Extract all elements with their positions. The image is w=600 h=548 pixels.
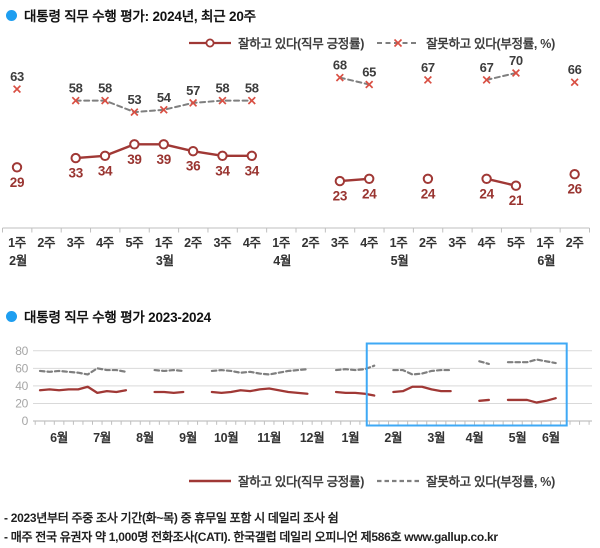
svg-text:9월: 9월 — [179, 430, 197, 445]
svg-text:70: 70 — [509, 55, 523, 68]
svg-text:2주: 2주 — [302, 236, 321, 250]
svg-text:1주: 1주 — [536, 236, 555, 250]
svg-text:34: 34 — [98, 163, 113, 178]
bullet-icon — [6, 9, 17, 21]
svg-text:1주: 1주 — [155, 236, 174, 250]
legend-positive-label: 잘하고 있다(직무 긍정률) — [238, 37, 365, 51]
svg-text:80: 80 — [15, 344, 28, 358]
svg-text:4주: 4주 — [478, 236, 497, 250]
svg-text:4월: 4월 — [466, 430, 484, 445]
svg-text:60: 60 — [15, 361, 28, 375]
svg-text:39: 39 — [127, 152, 141, 167]
negative-line-icon — [376, 475, 420, 487]
svg-text:40: 40 — [15, 379, 28, 393]
svg-text:3월: 3월 — [427, 430, 445, 445]
svg-text:2월: 2월 — [9, 253, 27, 268]
svg-text:0: 0 — [22, 414, 29, 428]
svg-text:2주: 2주 — [37, 236, 56, 250]
bottom-chart-title: 대통령 직무 수행 평가 2023-2024 — [24, 310, 211, 325]
svg-text:8월: 8월 — [136, 430, 154, 445]
svg-text:12월: 12월 — [300, 430, 325, 445]
legend-positive-label: 잘하고 있다(직무 긍정률) — [238, 475, 365, 489]
svg-text:21: 21 — [509, 193, 524, 208]
svg-text:36: 36 — [186, 159, 201, 174]
svg-text:10월: 10월 — [214, 430, 239, 445]
svg-text:67: 67 — [421, 60, 435, 75]
svg-text:66: 66 — [568, 62, 582, 77]
svg-text:4주: 4주 — [96, 236, 115, 250]
top-chart-title: 대통령 직무 수행 평가: 2024년, 최근 20주 — [24, 9, 256, 24]
svg-text:24: 24 — [362, 186, 377, 201]
svg-text:67: 67 — [480, 60, 494, 75]
svg-text:24: 24 — [479, 186, 494, 201]
svg-text:23: 23 — [333, 189, 348, 204]
top-chart-header: 대통령 직무 수행 평가: 2024년, 최근 20주 — [6, 5, 256, 25]
svg-text:58: 58 — [245, 81, 259, 96]
bottom-chart: 0 20 40 60 80 6월 7월 8월 9월 10월 11월 12월 1월 2월 3월 4월 5월 6월 — [15, 342, 592, 445]
svg-text:2주: 2주 — [419, 236, 438, 250]
bullet-icon — [6, 310, 17, 322]
svg-text:3주: 3주 — [448, 236, 467, 250]
top-chart-legend: 잘하고 있다(직무 긍정률) 잘못하고 있다(부정률, %) — [188, 33, 555, 52]
svg-text:1월: 1월 — [341, 430, 359, 445]
svg-text:5월: 5월 — [391, 253, 409, 268]
svg-text:58: 58 — [69, 81, 83, 96]
svg-text:57: 57 — [186, 83, 200, 98]
svg-text:3월: 3월 — [156, 253, 174, 268]
svg-text:58: 58 — [98, 81, 112, 96]
svg-text:1주: 1주 — [390, 236, 409, 250]
bottom-chart-legend: 잘하고 있다(직무 긍정률) 잘못하고 있다(부정률, %) — [188, 471, 555, 490]
svg-text:3주: 3주 — [67, 236, 86, 250]
positive-line-icon — [188, 475, 232, 487]
svg-text:24: 24 — [421, 186, 436, 201]
svg-text:39: 39 — [157, 152, 171, 167]
legend-negative-label: 잘못하고 있다(부정률, %) — [426, 475, 555, 489]
svg-text:20: 20 — [15, 396, 28, 410]
svg-text:4월: 4월 — [273, 253, 291, 268]
svg-text:2주: 2주 — [184, 236, 203, 250]
footnote-methodology: - 2023년부터 주중 조사 기간(화~목) 중 휴무일 포함 시 데일리 조… — [4, 511, 339, 525]
svg-text:1주: 1주 — [272, 236, 291, 250]
svg-text:2주: 2주 — [566, 236, 585, 250]
svg-text:5주: 5주 — [507, 236, 526, 250]
svg-text:53: 53 — [127, 92, 141, 107]
svg-text:11월: 11월 — [257, 430, 281, 445]
legend-negative-label: 잘못하고 있다(부정률, %) — [426, 37, 555, 51]
svg-text:34: 34 — [245, 163, 260, 178]
footnote-source: - 매주 전국 유권자 약 1,000명 전화조사(CATI). 한국갤럽 데일… — [4, 530, 498, 544]
svg-text:6월: 6월 — [537, 253, 555, 268]
svg-text:65: 65 — [362, 65, 376, 80]
svg-text:2월: 2월 — [384, 430, 402, 445]
svg-text:6월: 6월 — [542, 430, 560, 445]
svg-text:4주: 4주 — [243, 236, 262, 250]
positive-line-marker-icon — [188, 37, 232, 49]
svg-text:7월: 7월 — [93, 430, 111, 445]
svg-text:34: 34 — [215, 163, 230, 178]
bottom-chart-header: 대통령 직무 수행 평가 2023-2024 — [6, 306, 211, 326]
svg-text:3주: 3주 — [214, 236, 233, 250]
svg-text:4주: 4주 — [360, 236, 379, 250]
svg-text:3주: 3주 — [331, 236, 350, 250]
svg-text:54: 54 — [157, 90, 172, 105]
svg-text:5월: 5월 — [509, 430, 527, 445]
svg-text:58: 58 — [216, 81, 230, 96]
svg-text:26: 26 — [567, 182, 582, 197]
svg-text:63: 63 — [10, 69, 24, 84]
svg-text:29: 29 — [10, 175, 24, 190]
svg-text:33: 33 — [68, 166, 83, 181]
svg-text:68: 68 — [333, 58, 347, 73]
negative-line-marker-icon — [376, 37, 420, 49]
svg-text:1주: 1주 — [8, 236, 27, 250]
svg-text:5주: 5주 — [125, 236, 144, 250]
top-chart: 1주 2주 3주 4주 5주 1주 2주 3주 4주 1주 2주 3주 4주 1주 2주 3주 4주 5주 1주 2주… — [2, 55, 590, 268]
svg-text:6월: 6월 — [50, 430, 68, 445]
